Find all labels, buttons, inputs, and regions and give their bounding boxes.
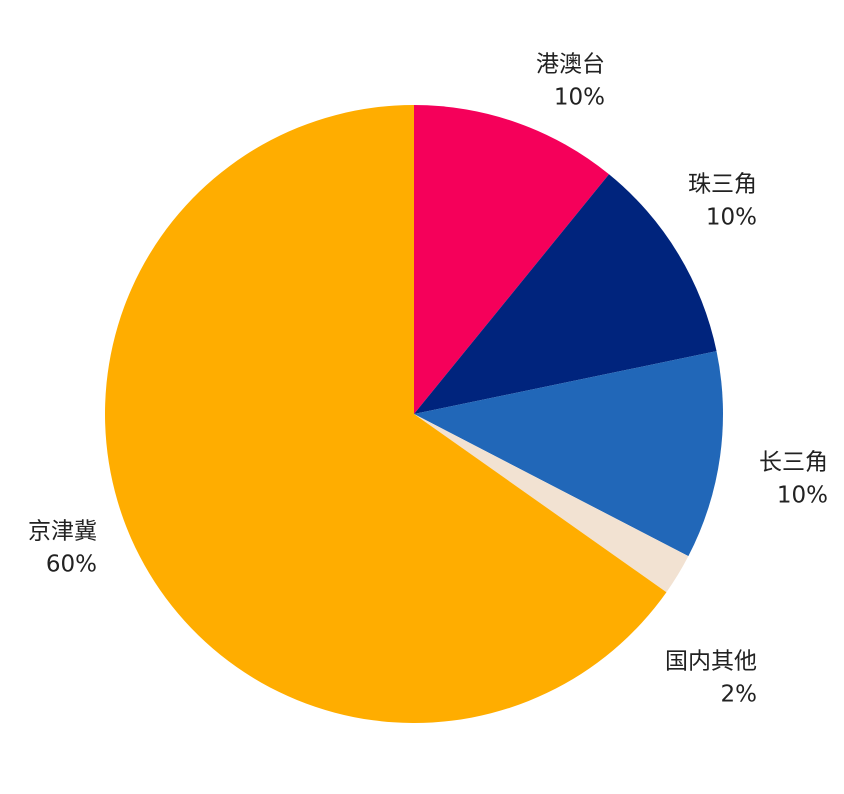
pie-slice — [105, 105, 667, 723]
slice-label: 珠三角 — [688, 172, 757, 198]
slice-label: 长三角 — [759, 450, 828, 476]
slice-value-label: 10% — [706, 205, 757, 231]
pie-slice — [414, 351, 724, 557]
pie-slice — [414, 105, 610, 414]
slice-value-label: 2% — [721, 682, 758, 708]
slice-value-label: 60% — [46, 552, 97, 578]
slice-value-label: 10% — [554, 85, 605, 111]
slice-value-label: 10% — [777, 483, 828, 509]
slice-label: 京津冀 — [28, 519, 97, 545]
pie-slice — [414, 414, 689, 593]
slice-label: 国内其他 — [665, 649, 757, 675]
pie-slice — [414, 174, 717, 414]
slice-label: 港澳台 — [536, 52, 605, 78]
